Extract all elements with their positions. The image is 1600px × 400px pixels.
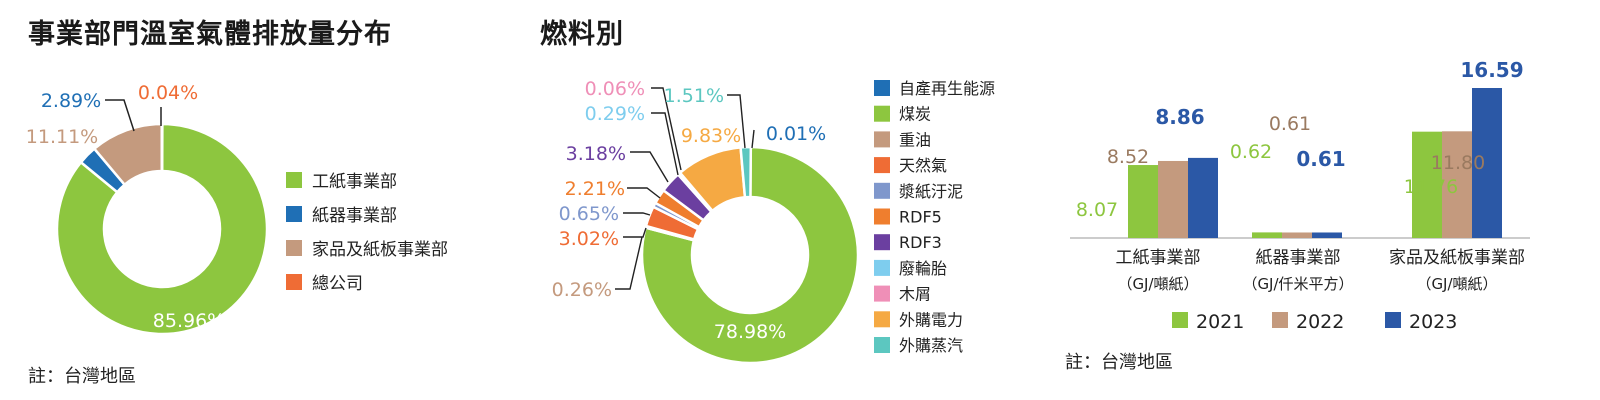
units-legend-item-3: 總公司	[312, 274, 363, 294]
fuel-legend-swatch-8	[874, 285, 890, 302]
fuel-legend-swatch-4	[874, 182, 890, 199]
fuel-label-0: 0.01%	[766, 123, 826, 145]
bar-legend-item-2021: 2021	[1196, 311, 1244, 333]
bar-value-label-0-1: 8.52	[1107, 146, 1149, 168]
fuel-leader-line-4	[623, 212, 651, 216]
fuel-legend-item-6: RDF3	[899, 233, 942, 252]
fuel-legend-swatch-3	[874, 157, 890, 174]
note-region-left: 註：台灣地區	[28, 366, 136, 387]
fuel-legend-item-3: 天然氣	[899, 156, 947, 175]
bar-category-label-1: 紙器事業部	[1256, 248, 1341, 268]
fuel-legend-item-8: 木屑	[899, 285, 931, 304]
fuel-label-7: 0.29%	[585, 103, 645, 125]
fuel-leader-line-2	[615, 236, 643, 290]
bar-value-label-1-0: 0.62	[1230, 141, 1272, 163]
units-label-3: 0.04%	[138, 82, 198, 104]
bar-value-label-2-2: 16.59	[1460, 58, 1523, 82]
bar-category-unit-1: （GJ/仟米平方）	[1242, 275, 1353, 293]
fuel-legend-item-4: 漿紙汙泥	[899, 182, 963, 201]
fuel-legend-item-0: 自產再生能源	[899, 79, 995, 98]
bar-legend-swatch-2022	[1272, 312, 1288, 328]
fuel-legend-item-1: 煤炭	[899, 105, 931, 124]
bar-2022-2	[1442, 131, 1472, 238]
units-legend-item-1: 紙器事業部	[312, 206, 397, 226]
bar-category-unit-0: （GJ/噸紙）	[1117, 275, 1198, 293]
bar-legend-item-2022: 2022	[1296, 311, 1344, 333]
bar-2023-0	[1188, 157, 1218, 238]
fuel-legend-item-10: 外購蒸汽	[899, 336, 963, 355]
fuel-label-10: 1.51%	[664, 85, 724, 107]
bar-2021-2	[1412, 131, 1442, 238]
fuel-legend-swatch-2	[874, 131, 890, 148]
bar-2023-2	[1472, 88, 1502, 238]
fuel-label-6: 3.18%	[566, 143, 626, 165]
bar-category-label-2: 家品及紙板事業部	[1389, 248, 1525, 268]
bar-2021-0	[1128, 165, 1158, 238]
bar-value-label-1-2: 0.61	[1296, 147, 1345, 171]
units-legend-item-2: 家品及紙板事業部	[312, 240, 448, 260]
units-leader-line-1	[105, 99, 135, 132]
units-legend-swatch-1	[286, 206, 302, 222]
fuel-donut-slice-10	[739, 145, 753, 199]
units-legend-swatch-2	[286, 240, 302, 256]
fuel-legend-swatch-6	[874, 234, 890, 251]
fuel-leader-line-5	[627, 187, 661, 199]
units-label-2: 11.11%	[26, 126, 98, 148]
fuel-leader-line-6	[630, 151, 669, 183]
fuel-legend-item-7: 廢輪胎	[899, 259, 947, 278]
chart-title-fuel: 燃料別	[540, 19, 624, 50]
units-donut-slice-0	[55, 122, 269, 336]
bar-value-label-0-0: 8.07	[1076, 199, 1118, 221]
fuel-label-1: 78.98%	[714, 321, 786, 343]
units-legend-item-0: 工紙事業部	[312, 172, 397, 192]
chart-title-business-units: 事業部門溫室氣體排放量分布	[28, 19, 392, 50]
units-label-0: 85.96%	[153, 310, 225, 332]
fuel-legend-swatch-10	[874, 337, 890, 353]
bar-2023-1	[1312, 232, 1342, 238]
bar-value-label-0-2: 8.86	[1155, 105, 1204, 129]
fuel-label-8: 0.06%	[585, 78, 645, 100]
fuel-label-5: 2.21%	[565, 178, 625, 200]
units-donut-slice-3	[160, 122, 164, 173]
fuel-legend-item-5: RDF5	[899, 208, 942, 227]
note-region-right: 註：台灣地區	[1065, 352, 1173, 373]
fuel-leader-line-0	[751, 129, 755, 149]
bar-legend-item-2023: 2023	[1409, 311, 1457, 333]
fuel-legend-swatch-0	[874, 80, 890, 96]
fuel-legend-item-9: 外購電力	[899, 310, 963, 329]
units-legend-swatch-0	[286, 172, 302, 188]
fuel-leader-line-3	[623, 227, 647, 238]
fuel-legend-swatch-5	[874, 208, 890, 225]
bar-value-label-2-0: 11.76	[1404, 176, 1458, 198]
units-legend-swatch-3	[286, 274, 302, 290]
bar-legend-swatch-2023	[1385, 312, 1401, 328]
fuel-label-3: 3.02%	[559, 228, 619, 250]
fuel-label-4: 0.65%	[559, 203, 619, 225]
fuel-legend-item-2: 重油	[899, 130, 931, 149]
bar-2022-0	[1158, 160, 1188, 238]
fuel-legend-swatch-9	[874, 311, 890, 328]
fuel-leader-line-7	[651, 112, 679, 176]
bar-value-label-2-1: 11.80	[1431, 152, 1485, 174]
fuel-label-2: 0.26%	[552, 279, 612, 301]
bar-2021-1	[1252, 232, 1282, 238]
fuel-legend-swatch-7	[874, 259, 890, 276]
bar-value-label-1-1: 0.61	[1269, 113, 1311, 135]
fuel-leader-line-10	[727, 94, 746, 149]
bar-category-label-0: 工紙事業部	[1116, 248, 1201, 268]
fuel-leader-line-8	[651, 87, 682, 171]
fuel-label-9: 9.83%	[681, 125, 741, 147]
bar-2022-1	[1282, 232, 1312, 238]
bar-legend-swatch-2021	[1172, 312, 1188, 328]
fuel-legend-swatch-1	[874, 105, 890, 122]
units-label-1: 2.89%	[41, 90, 101, 112]
bar-category-unit-2: （GJ/噸紙）	[1416, 275, 1497, 293]
fuel-donut-slice-1	[640, 145, 860, 365]
